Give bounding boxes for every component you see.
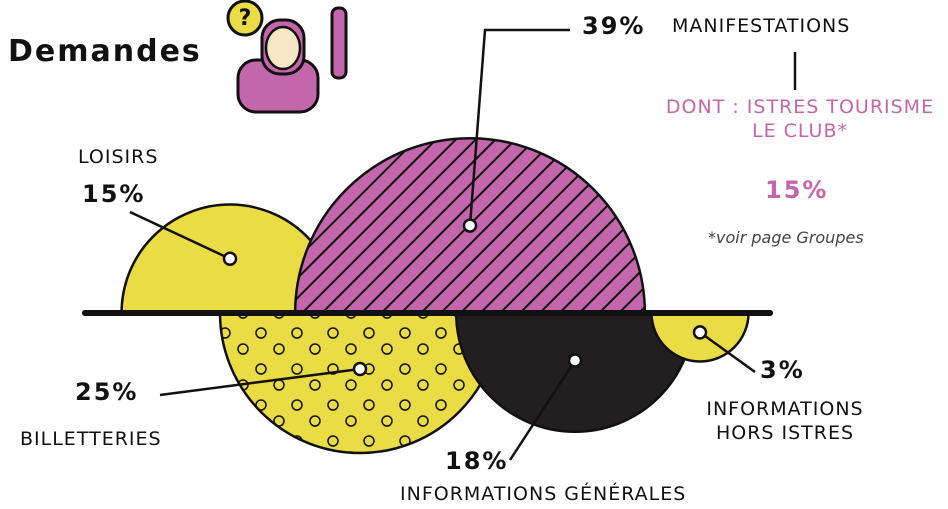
leader-line [468, 28, 570, 226]
sub-note: DONT : ISTRES TOURISME LE CLUB* [665, 96, 935, 142]
leader-dot [352, 361, 368, 377]
svg-text:?: ? [239, 6, 252, 31]
category-label: BILLETTERIES [20, 428, 162, 450]
category-label: MANIFESTATIONS [672, 15, 851, 37]
sub-note-value: 15% [765, 176, 829, 204]
semicircle [454, 311, 696, 434]
category-label: INFORMATIONS GÉNÉRALES [400, 483, 687, 505]
value-label: 15% [82, 180, 146, 208]
value-label: 18% [445, 447, 509, 475]
icon: ? [226, 0, 348, 114]
footnote: *voir page Groupes [708, 228, 864, 247]
leader-dot [567, 353, 583, 368]
leader-dot [462, 218, 478, 233]
value-label: 39% [582, 12, 646, 40]
leader-line [159, 367, 361, 397]
leader-dot [222, 251, 238, 267]
leader-line [129, 210, 231, 260]
leader-line [699, 331, 756, 374]
value-label: 25% [75, 378, 139, 406]
category-label: INFORMATIONS HORS ISTRES [706, 398, 864, 444]
category-label: LOISIRS [78, 146, 159, 168]
leader-line [508, 359, 577, 461]
title: Demandes [8, 34, 202, 69]
leader-dot [692, 325, 708, 340]
value-label: 3% [760, 356, 805, 384]
